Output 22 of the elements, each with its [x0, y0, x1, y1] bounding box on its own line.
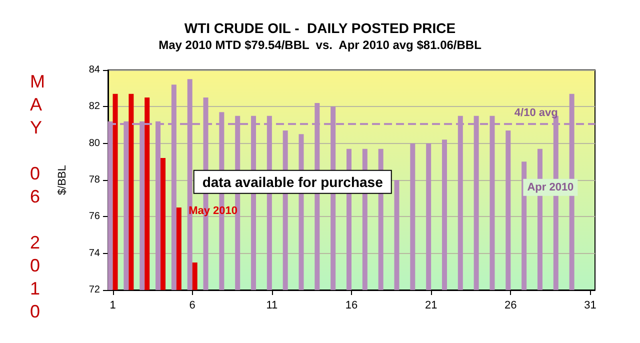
y-tick-label: 72 [88, 284, 100, 296]
series-label: May 2010 [188, 205, 238, 218]
y-tick-label: 74 [88, 248, 100, 259]
annotation: data available for purchase [202, 174, 384, 190]
y-tick-label: 76 [88, 211, 100, 222]
chart-title: WTI CRUDE OIL - DAILY POSTED PRICE [184, 20, 456, 36]
y-tick-label: 78 [88, 174, 100, 186]
y-tick-label: 82 [88, 101, 100, 112]
x-tick-label: 26 [504, 300, 517, 312]
chart-subtitle: May 2010 MTD $79.54/BBL vs. Apr 2010 avg $81.06/BBL [158, 38, 482, 52]
ref-line-label: 4/10 avg [514, 106, 558, 119]
series-label: Apr 2010 [527, 181, 574, 194]
y-tick-label: 80 [88, 138, 100, 149]
x-tick-label: 31 [584, 300, 596, 312]
y-axis-title: $/BBL [56, 165, 68, 195]
x-tick-label: 11 [266, 300, 278, 312]
y-tick-label: 84 [88, 64, 100, 76]
x-tick-label: 6 [189, 300, 196, 312]
x-tick-label: 1 [110, 300, 116, 312]
x-tick-label: 16 [345, 300, 358, 312]
text: MAY 06 2010 [30, 72, 45, 322]
x-tick-label: 21 [424, 300, 438, 312]
